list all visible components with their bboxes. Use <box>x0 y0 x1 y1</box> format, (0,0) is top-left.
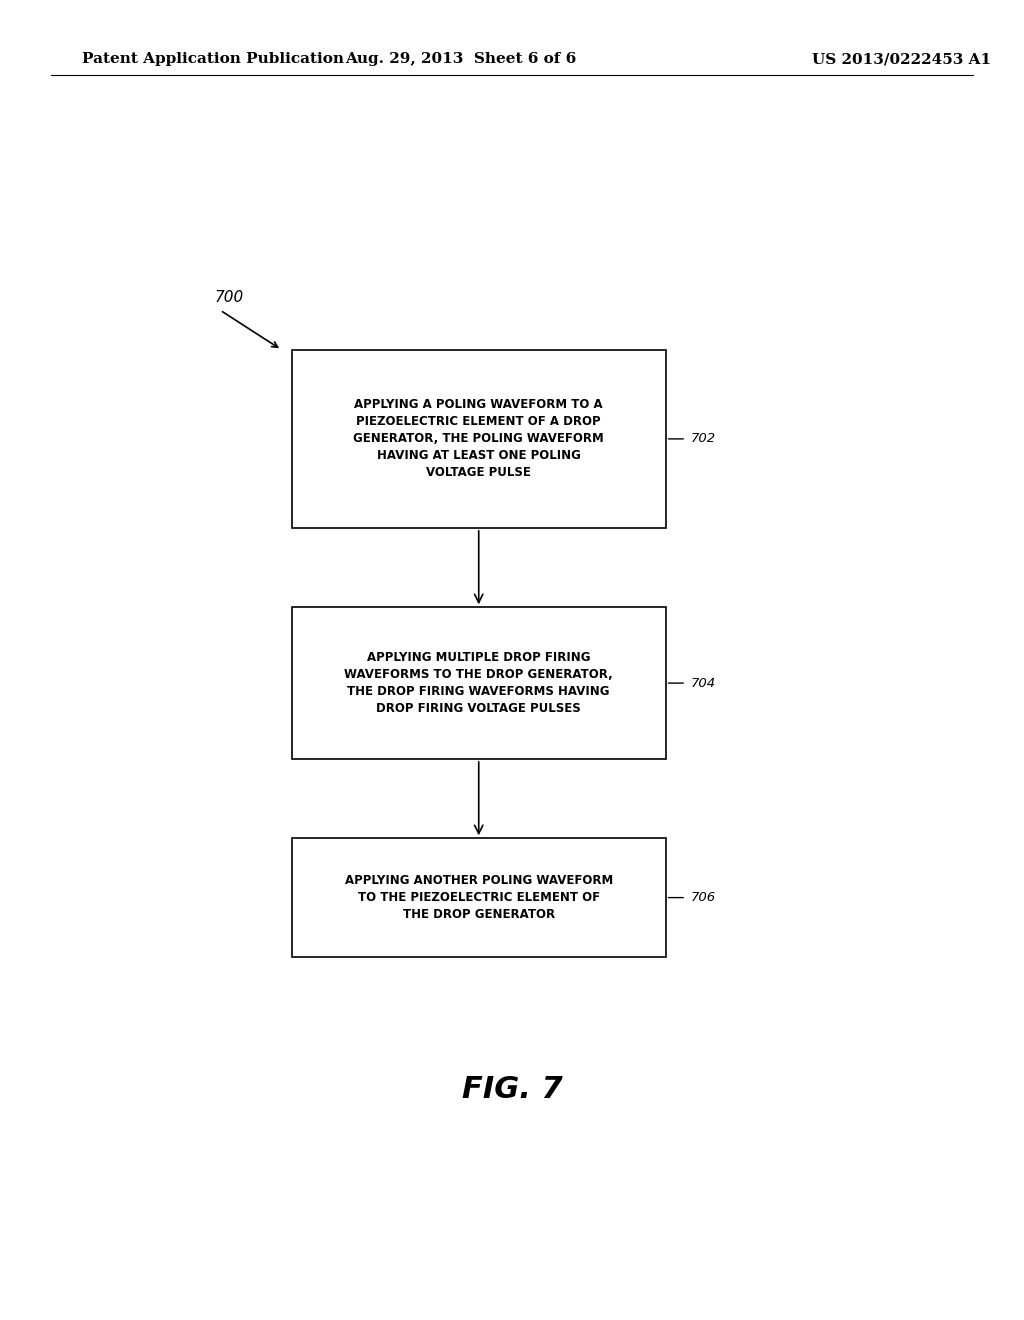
Bar <box>292 350 666 528</box>
Text: Patent Application Publication: Patent Application Publication <box>82 53 344 66</box>
Text: US 2013/0222453 A1: US 2013/0222453 A1 <box>812 53 990 66</box>
Text: 700: 700 <box>215 289 245 305</box>
Text: APPLYING MULTIPLE DROP FIRING
WAVEFORMS TO THE DROP GENERATOR,
THE DROP FIRING W: APPLYING MULTIPLE DROP FIRING WAVEFORMS … <box>344 651 613 715</box>
Text: 702: 702 <box>691 433 717 445</box>
Bar <box>292 607 666 759</box>
Text: FIG. 7: FIG. 7 <box>462 1074 562 1104</box>
Text: APPLYING ANOTHER POLING WAVEFORM
TO THE PIEZOELECTRIC ELEMENT OF
THE DROP GENERA: APPLYING ANOTHER POLING WAVEFORM TO THE … <box>345 874 612 921</box>
Text: 706: 706 <box>691 891 717 904</box>
Text: Aug. 29, 2013  Sheet 6 of 6: Aug. 29, 2013 Sheet 6 of 6 <box>345 53 577 66</box>
Text: 704: 704 <box>691 677 717 689</box>
Bar <box>292 838 666 957</box>
Text: APPLYING A POLING WAVEFORM TO A
PIEZOELECTRIC ELEMENT OF A DROP
GENERATOR, THE P: APPLYING A POLING WAVEFORM TO A PIEZOELE… <box>353 399 604 479</box>
